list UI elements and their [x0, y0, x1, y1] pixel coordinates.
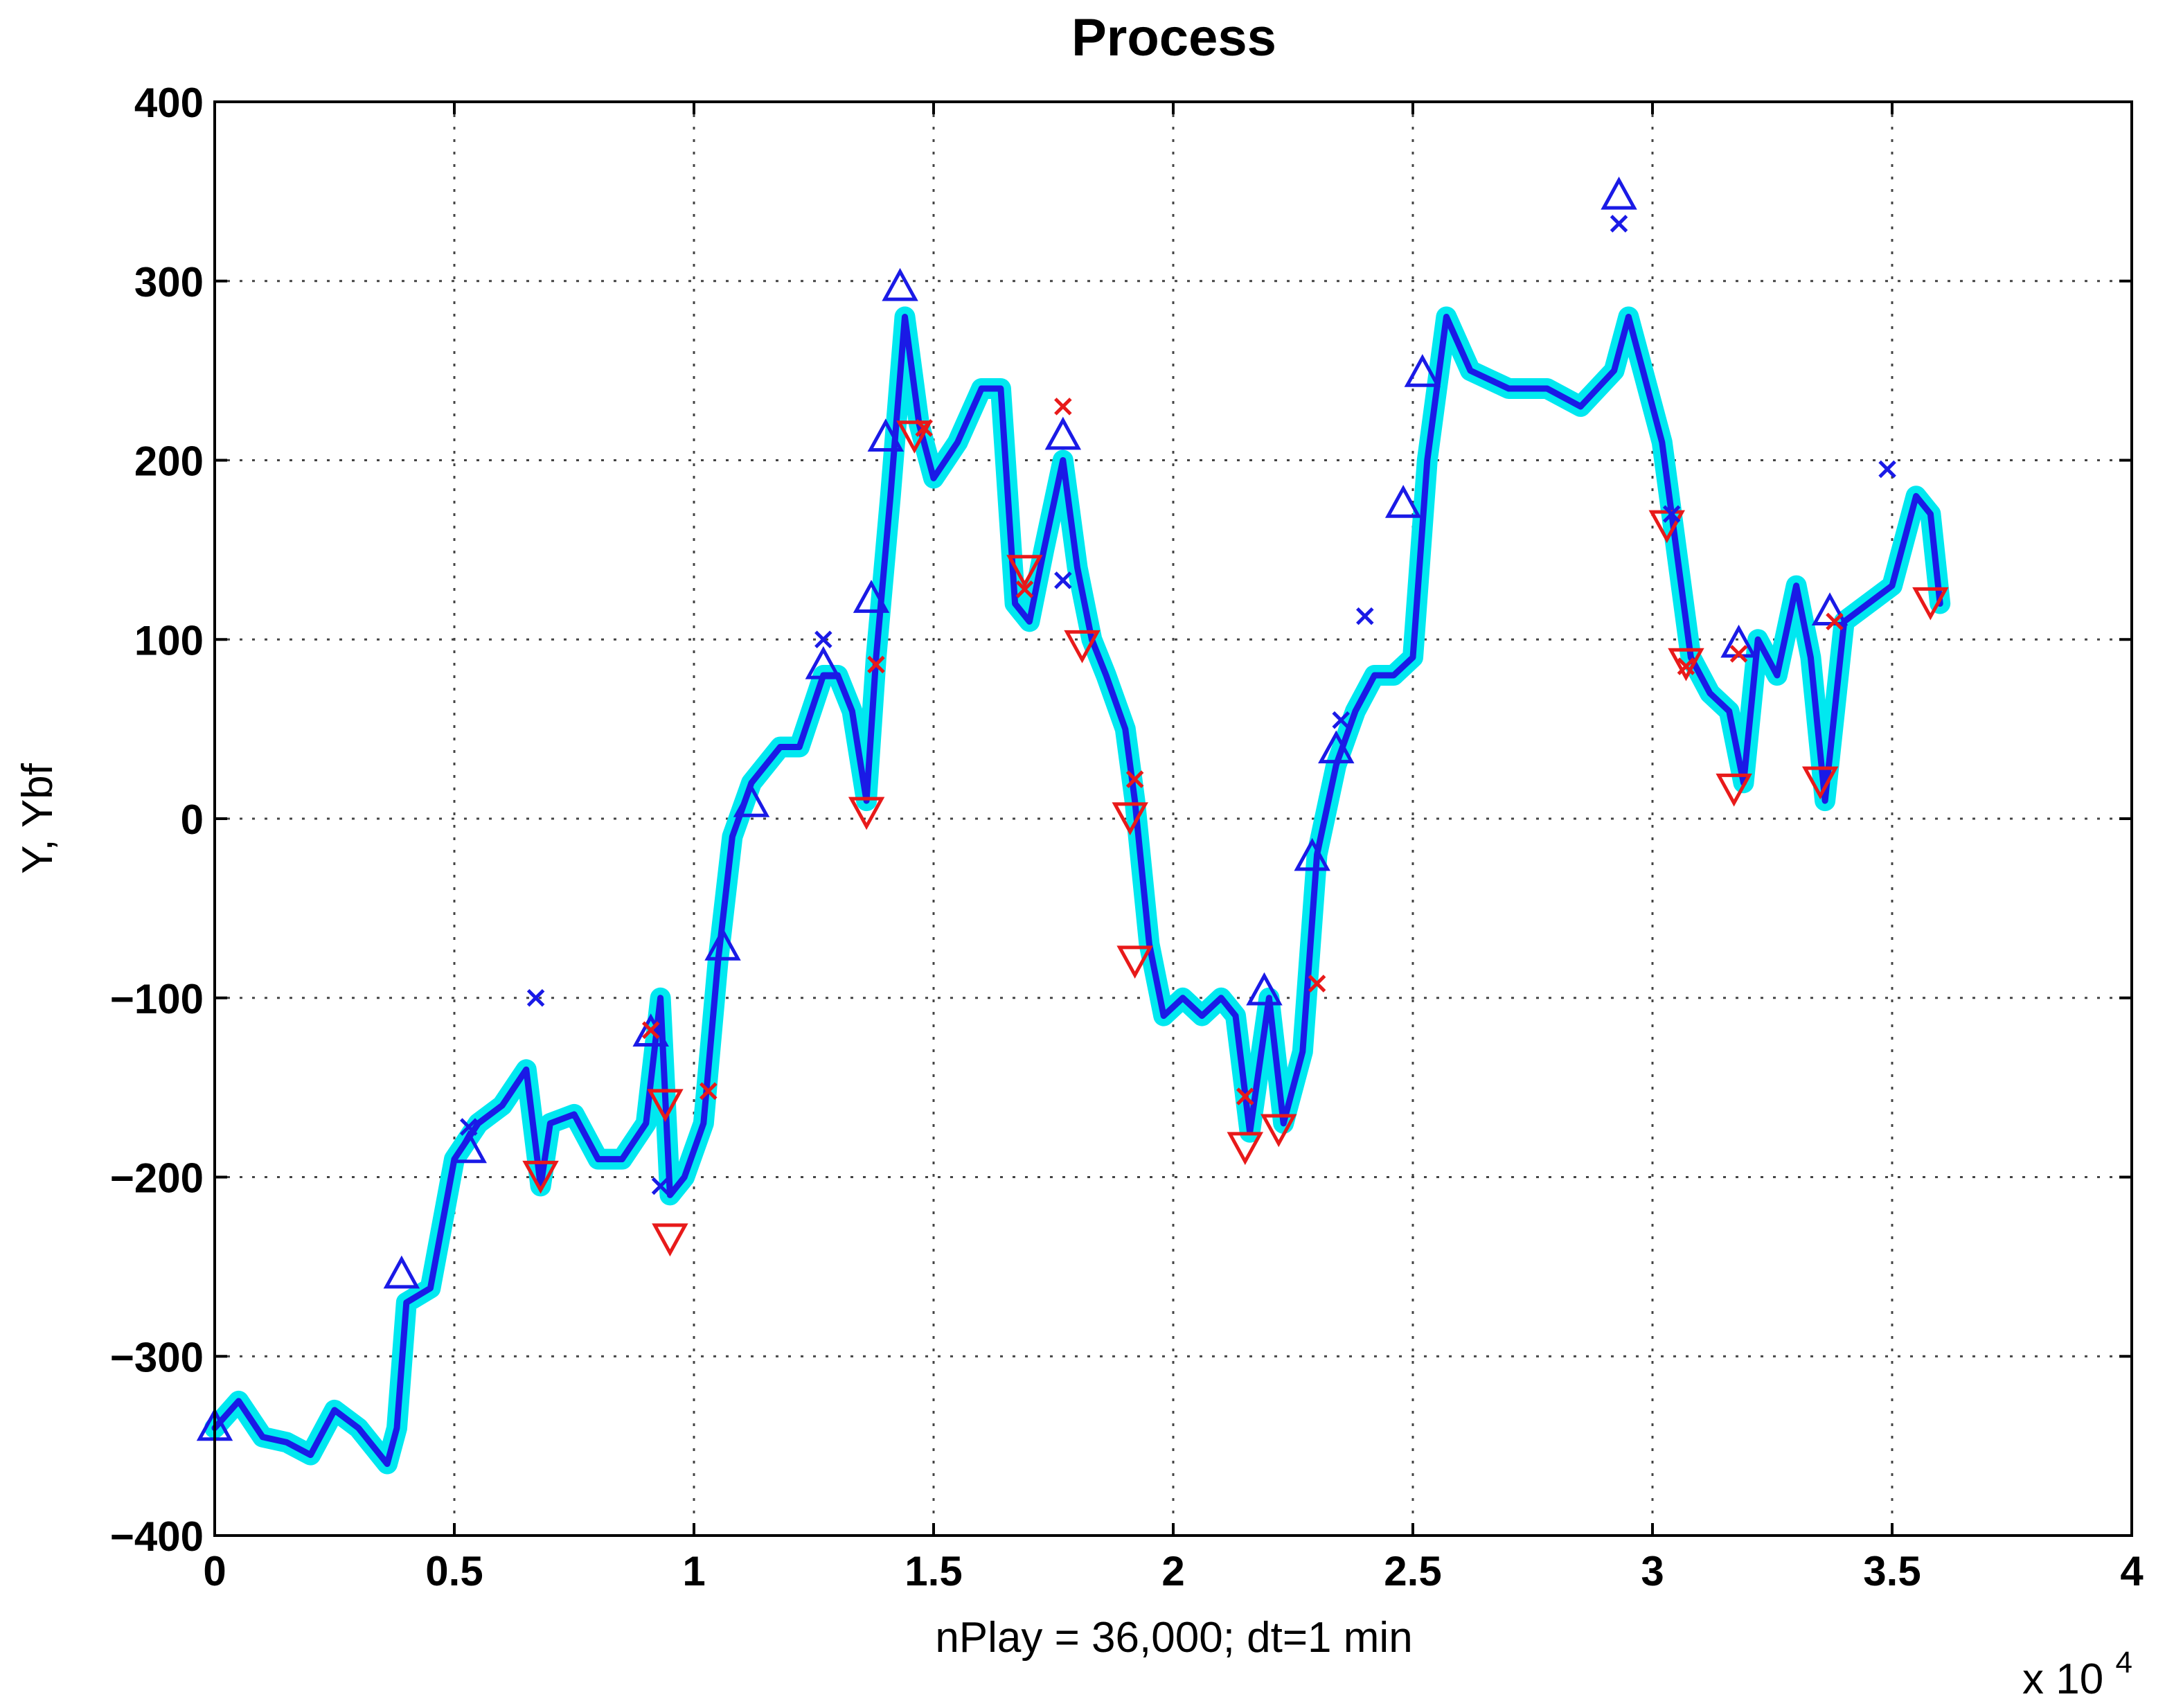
y-tick-label: 100 — [134, 617, 204, 664]
up-triangle-marker — [733, 784, 770, 817]
red-x-marker — [1015, 580, 1034, 598]
up-triangle-marker — [632, 1013, 669, 1047]
series-line-path — [211, 314, 1943, 1467]
red-x-marker — [641, 1021, 660, 1040]
x-axis-label: nPlay = 36,000; dt=1 min — [935, 1614, 1412, 1662]
down-triangle-marker — [848, 797, 885, 830]
down-triangle-marker — [522, 1160, 559, 1194]
y-tick-label: −100 — [110, 976, 204, 1022]
y-tick-label: 300 — [134, 259, 204, 305]
blue-x-marker — [1054, 571, 1072, 589]
red-x-marker — [1125, 770, 1144, 788]
x-multiplier-exponent: 4 — [2115, 1646, 2132, 1680]
x-tick-label: 1.5 — [905, 1548, 962, 1594]
blue-x-marker — [814, 630, 832, 649]
blue-x-marker — [526, 988, 545, 1007]
blue-x-marker — [1332, 711, 1350, 729]
x-tick-label: 1 — [682, 1548, 705, 1594]
down-triangle-marker — [1064, 630, 1101, 664]
y-tick-labels: −400 −300 −200 −100 0 100 200 300 400 — [110, 80, 204, 1560]
series-band-path — [204, 306, 1951, 1475]
blue-x-marker — [1356, 607, 1374, 625]
red-x-marker — [1826, 612, 1844, 631]
up-triangle-marker — [1246, 972, 1283, 1006]
blue-x-marker — [651, 1177, 670, 1195]
y-axis-label: Y, Ybf — [14, 763, 62, 874]
x-multiplier-base: x 10 — [2022, 1655, 2103, 1703]
up-triangle-marker — [853, 580, 890, 613]
red-x-marker — [1236, 1087, 1254, 1105]
up-triangle-marker — [1318, 730, 1355, 764]
down-triangle-marker — [896, 420, 933, 454]
x-tick-label: 0 — [203, 1548, 226, 1594]
markers — [196, 176, 1949, 1441]
down-triangle-marker — [1668, 648, 1704, 682]
series-line — [211, 314, 1943, 1467]
x-tick-label: 0.5 — [425, 1548, 483, 1594]
up-triangle-marker — [1601, 176, 1637, 210]
down-triangle-marker — [1912, 587, 1949, 621]
down-triangle-marker — [1648, 510, 1685, 544]
down-triangle-marker — [1801, 766, 1839, 800]
x-tick-labels: 0 0.5 1 1.5 2 2.5 3 3.5 4 — [203, 1548, 2144, 1594]
red-x-marker — [867, 655, 885, 674]
down-triangle-marker — [1260, 1114, 1297, 1148]
red-x-marker — [1054, 398, 1072, 416]
up-triangle-marker — [882, 267, 918, 301]
x-multiplier: x 10 4 — [2022, 1646, 2132, 1703]
blue-x-marker — [1662, 505, 1681, 523]
up-triangle-marker — [383, 1255, 420, 1289]
blue-x-marker — [1878, 460, 1896, 479]
down-triangle-marker — [1006, 555, 1043, 588]
up-triangle-marker — [704, 927, 741, 961]
up-triangle-marker — [1384, 484, 1422, 518]
down-triangle-marker — [647, 1089, 684, 1123]
down-triangle-marker — [652, 1223, 688, 1257]
red-x-marker — [915, 419, 933, 437]
blue-x-marker — [1610, 215, 1628, 233]
up-triangle-marker — [805, 646, 842, 679]
grid — [215, 102, 2132, 1536]
y-tick-label: −300 — [110, 1334, 204, 1380]
chart-title: Process — [1071, 8, 1276, 67]
x-tick-label: 4 — [2120, 1548, 2144, 1594]
red-x-marker — [699, 1082, 718, 1101]
blue-x-marker — [459, 1118, 478, 1136]
x-tick-label: 2 — [1161, 1548, 1184, 1594]
up-triangle-marker — [867, 418, 905, 452]
series-band — [204, 306, 1951, 1475]
down-triangle-marker — [1716, 773, 1752, 807]
x-tick-label: 3 — [1641, 1548, 1664, 1594]
up-triangle-marker — [1044, 416, 1082, 450]
up-triangle-marker — [450, 1130, 487, 1164]
up-triangle-marker — [1404, 354, 1441, 387]
down-triangle-marker — [1116, 945, 1153, 979]
y-tick-label: 400 — [134, 80, 204, 126]
x-tick-label: 2.5 — [1384, 1548, 1441, 1594]
y-tick-label: −400 — [110, 1513, 204, 1560]
red-x-marker — [1729, 645, 1748, 663]
red-x-marker — [1677, 657, 1695, 675]
ticks — [213, 100, 2133, 1537]
y-tick-label: 200 — [134, 438, 204, 485]
up-triangle-marker — [1811, 592, 1848, 625]
red-x-marker — [1308, 975, 1326, 993]
up-triangle-marker — [1294, 837, 1330, 871]
x-tick-label: 3.5 — [1863, 1548, 1921, 1594]
y-tick-label: −200 — [110, 1155, 204, 1202]
down-triangle-marker — [1227, 1132, 1264, 1166]
down-triangle-marker — [1112, 802, 1148, 836]
y-tick-label: 0 — [181, 797, 204, 843]
